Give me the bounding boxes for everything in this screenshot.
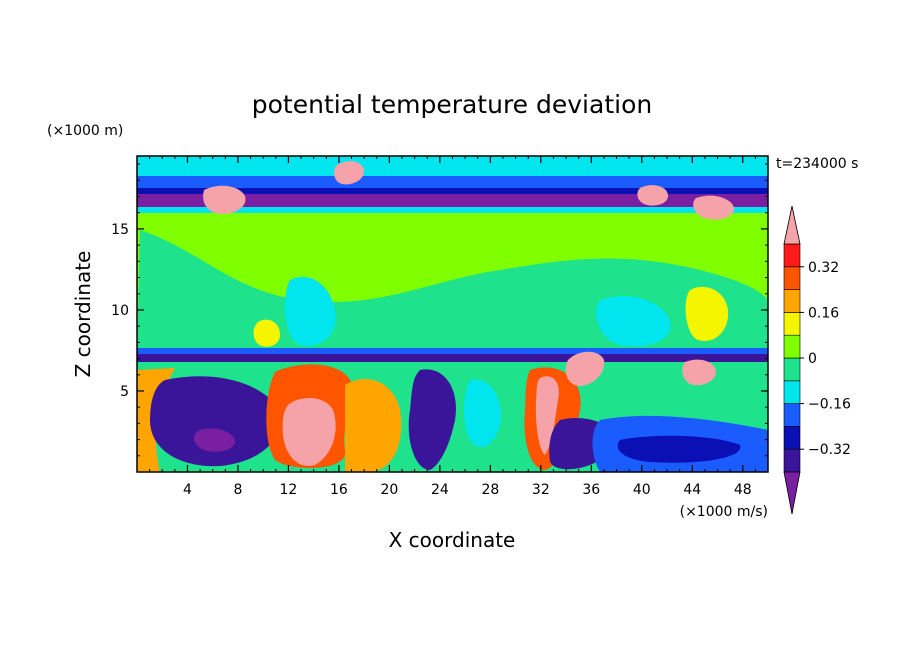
x-tick-label: 28 (481, 482, 499, 498)
colorbar: 0.32 0.16 0 −0.16 −0.32 (783, 205, 851, 515)
field-patch-yellow2 (253, 319, 280, 347)
colorbar-bin (783, 403, 801, 427)
colorbar-extend-high (783, 205, 801, 245)
y-axis: 5 10 15 (111, 163, 768, 457)
x-unit-label: (×1000 m/s) (680, 504, 768, 520)
field-patch-pink-upper-mid (334, 161, 365, 185)
x-axis: 4 8 12 16 20 24 28 32 36 40 44 48 (149, 156, 756, 498)
colorbar-tick-label: 0.16 (808, 305, 839, 321)
field-patch-purple-left-core (194, 428, 235, 452)
field-band-mid-purple (137, 354, 768, 364)
field-band-top-blue (137, 176, 768, 190)
colorbar-tick-label: −0.16 (808, 397, 851, 413)
field-patch-pink-top (565, 351, 605, 386)
field-band-cyan-strip (137, 207, 768, 213)
field-patch-cyan (284, 276, 336, 346)
x-tick-label: 8 (233, 482, 242, 498)
y-unit-label: (×1000 m) (47, 123, 123, 139)
x-tick-label: 24 (431, 482, 449, 498)
colorbar-tick-label: 0 (808, 351, 817, 367)
colorbar-bin (783, 312, 801, 336)
time-label: t=234000 s (776, 156, 858, 172)
field-patch-purple-left (150, 376, 281, 467)
colorbar-bin (783, 266, 801, 290)
colorbar-tick-label: −0.32 (808, 442, 851, 458)
field-patch-pink-upper-right2 (693, 195, 734, 220)
x-axis-label: X coordinate (389, 528, 516, 552)
x-tick-label: 32 (532, 482, 550, 498)
x-tick-label: 16 (330, 482, 348, 498)
field-band-mid-blue (137, 348, 768, 356)
x-tick-label: 40 (633, 482, 651, 498)
x-tick-label: 36 (582, 482, 600, 498)
field-patch-pink-upper-left (203, 185, 246, 214)
colorbar-extend-low (783, 471, 801, 515)
field-patch-cyan2 (596, 296, 671, 347)
chart-title: potential temperature deviation (252, 90, 652, 119)
field-patch-pink-right (535, 376, 559, 455)
colorbar-tick-label: 0.32 (808, 260, 839, 276)
field-patch-navy-right (617, 435, 741, 463)
colorbar-bin (783, 334, 801, 359)
field-band-top (137, 156, 768, 178)
colorbar-bin (783, 243, 801, 268)
colorbar-bin (783, 357, 801, 382)
y-tick-label: 15 (111, 222, 129, 238)
contour-field (137, 156, 768, 472)
field-patch-orange-center (345, 379, 402, 472)
field-patch-pink-center (282, 398, 336, 466)
colorbar-bin (783, 380, 801, 404)
colorbar-bin (783, 289, 801, 313)
x-tick-label: 4 (183, 482, 192, 498)
field-patch-purple-center (408, 369, 456, 470)
colorbar-bin (783, 448, 801, 473)
field-band-top-navy (137, 188, 768, 196)
field-patch-pink-right2 (682, 359, 716, 386)
x-tick-label: 12 (280, 482, 298, 498)
x-tick-label: 44 (683, 482, 701, 498)
x-tick-label: 20 (380, 482, 398, 498)
field-patch-cyan-center (464, 379, 501, 448)
field-patch-yellow (685, 286, 729, 341)
x-tick-label: 48 (734, 482, 752, 498)
y-tick-label: 5 (120, 384, 129, 400)
field-patch-pink-upper-right (637, 185, 668, 206)
colorbar-bin (783, 426, 801, 450)
y-tick-label: 10 (111, 303, 129, 319)
y-axis-label: Z coordinate (71, 251, 95, 378)
field-band-tropopause (137, 194, 768, 208)
